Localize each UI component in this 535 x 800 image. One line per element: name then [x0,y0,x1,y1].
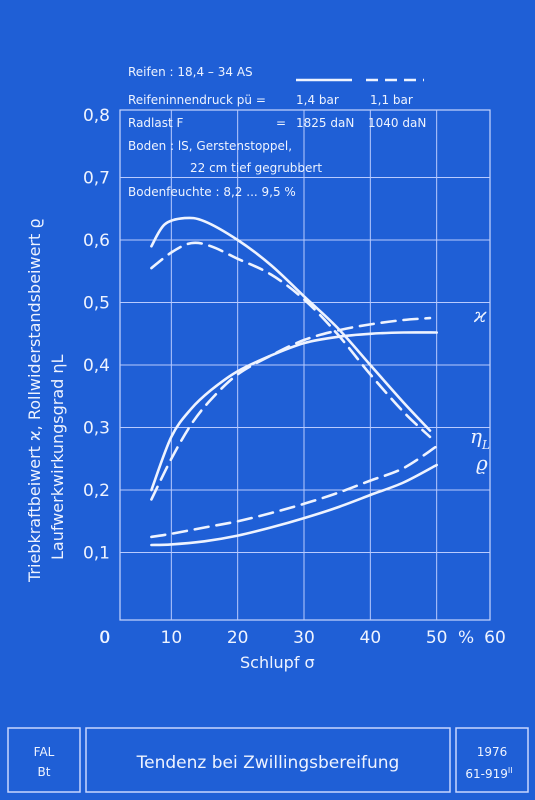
x-tick-label: 30 [293,628,315,648]
footer: FAL Bt Tendenz bei Zwillingsbereifung 19… [7,727,529,793]
series-kappa-solid [150,331,438,492]
footer-code: 61-919II [465,766,512,781]
legend-pressure-label: Reifeninnendruck pü = [128,93,266,107]
legend-pressure-dashed: 1,1 bar [370,93,413,107]
x-tick-label: 20 [227,628,249,648]
series-eta_L-solid [150,216,432,432]
legend-load-dashed: 1040 daN [368,116,426,130]
legend-load-label: Radlast F [128,116,184,130]
series-rho-dashed [150,445,438,539]
y-tick-label: 0,4 [83,356,110,376]
footer-right-box [455,727,529,793]
y-axis-label-1: Triebkraftbeiwert ϰ, Rollwiderstandsbeiw… [25,218,44,583]
legend-moisture: Bodenfeuchte : 8,2 ... 9,5 % [128,185,296,199]
series-eta_L-dashed [150,241,432,439]
x-tick-label: 0 [100,628,111,648]
legend-soil-1: Boden : lS, Gerstenstoppel, [128,139,292,153]
y-tick-label: 0,6 [83,231,110,251]
x-tick-label: 10 [161,628,183,648]
legend-pressure-solid: 1,4 bar [296,93,339,107]
footer-year: 1976 [477,745,508,759]
y-tick-label: 0,2 [83,481,110,501]
kappa-label: ϰ [473,303,487,327]
footer-title: Tendenz bei Zwillingsbereifung [136,753,400,773]
x-tick-label: 60 [484,628,506,648]
x-tick-label: 50 [426,628,448,648]
footer-left-1: FAL [34,745,55,759]
y-tick-label: 0,3 [83,419,110,439]
series-kappa-dashed [150,316,432,501]
legend-title: Reifen : 18,4 – 34 AS [128,65,253,79]
legend-load-eq: = [276,116,286,130]
series-rho-solid [150,463,438,547]
footer-left-box [7,727,81,793]
series-lines [150,216,438,547]
x-unit-label: % [458,628,474,648]
footer-left-2: Bt [38,765,51,779]
y-tick-label: 0,7 [83,169,110,189]
legend-soil-2: 22 cm tief gegrubbert [190,161,322,175]
y-tick-label: 0,5 [83,294,110,314]
y-tick-label: 0,8 [83,106,110,126]
y-tick-label: 0 [99,628,110,648]
y-axis-label-2: Laufwerkwirkungsgrad ηL [48,354,67,560]
footer-title-box [85,727,451,793]
x-axis-label: Schlupf σ [240,653,315,672]
grid [120,110,490,620]
x-tick-label: 40 [360,628,382,648]
rho-label: ϱ [476,451,488,475]
eta-label: ηL [470,424,490,452]
y-tick-label: 0,1 [83,544,110,564]
legend: Reifen : 18,4 – 34 AS Reifeninnendruck p… [128,65,426,199]
legend-load-solid: 1825 daN [296,116,354,130]
